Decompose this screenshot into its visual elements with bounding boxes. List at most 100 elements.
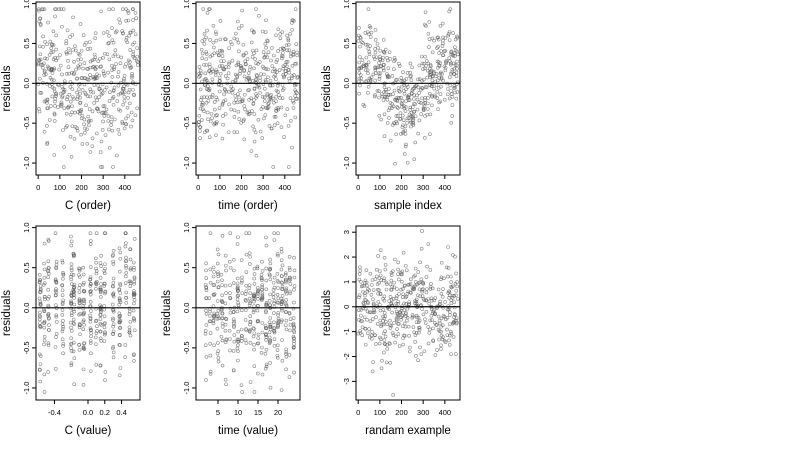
data-point: [384, 282, 389, 286]
data-point: [409, 120, 413, 125]
data-point: [276, 301, 281, 305]
data-point: [398, 116, 403, 121]
data-point: [284, 60, 289, 64]
data-point: [222, 59, 226, 63]
data-point: [212, 270, 216, 274]
data-point: [295, 91, 299, 95]
data-point: [256, 83, 261, 88]
data-point: [117, 132, 122, 136]
data-point: [99, 282, 103, 286]
data-point: [407, 349, 412, 354]
data-point: [288, 96, 293, 100]
data-point: [109, 123, 113, 127]
data-point: [409, 277, 413, 282]
data-point: [214, 38, 219, 43]
data-point: [280, 56, 284, 61]
data-point: [200, 79, 204, 84]
data-point: [433, 79, 438, 84]
data-point: [447, 289, 451, 293]
data-point: [88, 89, 93, 94]
data-point: [382, 298, 387, 303]
data-point: [263, 113, 268, 117]
data-point: [220, 308, 224, 312]
data-point: [204, 312, 209, 316]
data-point: [404, 77, 409, 81]
data-point: [274, 77, 278, 81]
data-point: [433, 311, 437, 316]
data-point: [452, 66, 456, 71]
data-point: [255, 286, 260, 290]
data-point: [450, 296, 455, 300]
data-point: [131, 49, 136, 54]
data-point: [110, 75, 115, 79]
data-point: [430, 36, 435, 41]
data-point: [423, 10, 428, 15]
data-point: [42, 342, 46, 347]
data-point: [260, 278, 264, 282]
data-point: [226, 130, 231, 135]
data-point: [274, 94, 279, 99]
data-point: [204, 78, 209, 83]
data-point: [275, 348, 280, 352]
data-point: [40, 7, 44, 11]
data-point: [290, 64, 295, 68]
y-tick-label: 0.0: [22, 303, 31, 313]
data-point: [424, 64, 428, 68]
data-point: [81, 345, 86, 350]
data-point: [380, 358, 384, 363]
data-point: [60, 293, 65, 297]
data-point: [42, 321, 47, 325]
data-point: [256, 288, 261, 293]
data-point: [51, 29, 56, 34]
data-point: [54, 315, 59, 319]
data-point: [247, 88, 251, 92]
data-point: [258, 129, 263, 134]
data-point: [406, 85, 410, 89]
data-point: [208, 341, 212, 346]
data-point: [266, 105, 271, 109]
data-point: [71, 273, 76, 277]
data-point: [107, 57, 112, 62]
data-point: [267, 298, 272, 303]
data-point: [223, 283, 228, 288]
data-point: [129, 110, 134, 115]
data-point: [73, 44, 77, 49]
data-point: [128, 281, 133, 285]
data-point: [454, 271, 458, 276]
data-point: [239, 121, 243, 125]
data-point: [280, 30, 285, 34]
data-point: [81, 318, 86, 323]
data-point: [407, 98, 412, 102]
data-point: [373, 333, 377, 338]
data-point: [60, 329, 65, 334]
data-point: [248, 299, 253, 304]
data-point: [121, 31, 125, 35]
data-point: [434, 72, 439, 76]
data-point: [85, 67, 89, 71]
data-point: [415, 107, 420, 112]
data-point: [78, 109, 83, 114]
data-point: [224, 263, 228, 268]
y-tick-label: 1.0: [342, 0, 351, 9]
data-point: [235, 286, 240, 290]
data-point: [92, 52, 97, 57]
data-point: [233, 72, 238, 77]
data-point: [53, 278, 58, 283]
data-point: [107, 127, 111, 132]
data-point: [240, 97, 245, 102]
data-point: [280, 294, 285, 298]
data-point: [439, 260, 444, 265]
data-point: [359, 313, 363, 318]
data-point: [282, 135, 286, 139]
data-point: [128, 309, 132, 314]
data-point: [200, 56, 205, 61]
data-point: [132, 318, 137, 323]
data-point: [364, 64, 369, 68]
data-point: [263, 53, 268, 57]
data-point: [400, 295, 405, 299]
data-point: [410, 65, 414, 70]
data-point: [437, 337, 441, 342]
data-point: [54, 47, 58, 52]
data-point: [248, 79, 252, 83]
data-point: [280, 287, 285, 292]
